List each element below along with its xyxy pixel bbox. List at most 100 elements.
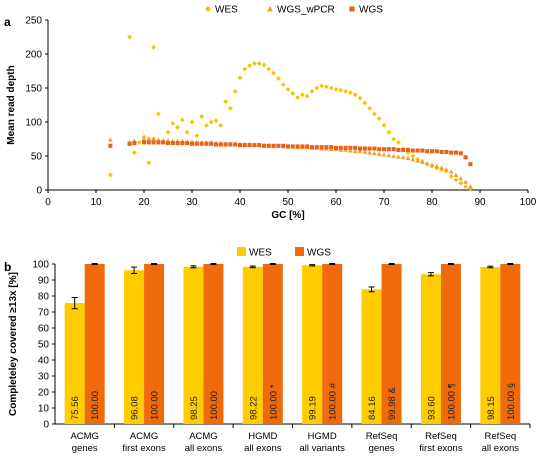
data-point [352,148,358,154]
data-point [410,148,415,153]
legend-swatch [237,247,246,256]
category-label-line1: RefSeq [425,431,457,442]
data-point [458,151,463,156]
data-point [256,61,262,66]
data-point [425,149,430,154]
data-point [146,140,151,145]
data-point [463,179,468,184]
category-label-line2: all exons [185,443,223,454]
y-tick-label-b: 80 [38,292,50,303]
data-point [448,174,454,179]
data-point [362,149,368,154]
bar-value-label: 100.00 § [506,383,517,420]
data-point [304,93,310,99]
data-point [391,147,396,152]
data-point [396,154,401,159]
bar-value-label: 75.56 [70,396,81,420]
data-point [194,141,199,146]
category-label-line1: HGMD [308,431,337,442]
data-point [261,62,267,68]
data-point [218,142,223,147]
y-tick-label-a: 250 [25,16,42,27]
data-point [434,163,440,169]
data-point [410,157,416,162]
x-tick-label-a: 0 [45,197,51,208]
data-point [314,85,320,91]
data-point [420,148,425,153]
bar-value-label: 96.08 [130,396,141,420]
data-point [228,106,233,111]
bar-value-label: 98.25 [189,396,200,420]
data-point [343,145,348,150]
data-point [209,141,214,146]
data-point [281,143,286,148]
x-tick-label-a: 30 [186,197,198,208]
data-point [468,162,473,167]
x-tick-label-a: 80 [426,197,438,208]
data-point [391,136,396,142]
data-point [290,91,296,96]
bar-value-label: 98.22 [248,396,259,420]
data-point [338,87,344,93]
data-point [401,147,406,152]
legend-label: WGS [359,5,383,16]
category-label-line1: RefSeq [484,431,516,442]
category-label-line2: first exons [419,443,463,454]
data-point [151,136,156,141]
series-wgs [108,140,473,167]
data-point [257,143,262,148]
panel-a: a WES WGS_wPCR WGS 0 10 20 30 40 50 60 70 80 90 1000… [4,5,537,222]
data-point [161,140,166,145]
data-point [146,160,152,166]
y-tick-label-a: 0 [36,186,42,197]
data-point [449,150,454,155]
data-point [184,129,190,135]
data-point [439,149,444,154]
data-point [237,75,243,81]
y-tick-label-a: 100 [25,118,42,129]
data-point [458,180,464,186]
data-point [376,151,382,156]
bar-series: 75.56 100.00 96.08 100.00 98.25 100.00 98.22 10… [64,263,521,424]
y-tick-label-b: 20 [38,388,50,399]
data-point [319,145,324,150]
data-point [232,89,238,94]
data-point [136,140,142,145]
data-point [300,144,305,149]
data-point [247,63,252,68]
data-point [381,123,387,128]
data-point [305,144,310,149]
data-point [108,172,113,178]
x-tick-label-a: 50 [282,197,294,208]
data-point [420,159,425,165]
data-point [252,61,257,66]
data-point [386,147,391,152]
data-point [237,143,243,148]
data-point [381,147,387,152]
data-point [386,129,392,135]
data-point [367,150,372,155]
data-point [333,86,339,92]
legend-marker [205,6,211,12]
data-point [372,150,377,156]
data-point [127,34,132,40]
panel-b-label: b [4,260,11,274]
data-point [175,141,180,146]
data-point [180,117,185,123]
data-point [300,92,305,98]
data-point [276,143,281,148]
category-label-line1: HGMD [248,431,277,442]
data-point [213,142,219,147]
data-point [170,141,175,146]
x-tick-label-a: 90 [474,197,486,208]
data-point [372,146,377,151]
bar-value-label: 100.00 ¶ [446,383,457,420]
bar-value-label: 100.00 * [268,384,279,420]
data-point [453,172,459,177]
data-point [453,150,459,155]
legend-label: WES [215,5,238,16]
data-point [444,167,449,172]
category-label-line2: first exons [122,443,166,454]
data-point [189,141,195,146]
data-point [151,140,156,145]
